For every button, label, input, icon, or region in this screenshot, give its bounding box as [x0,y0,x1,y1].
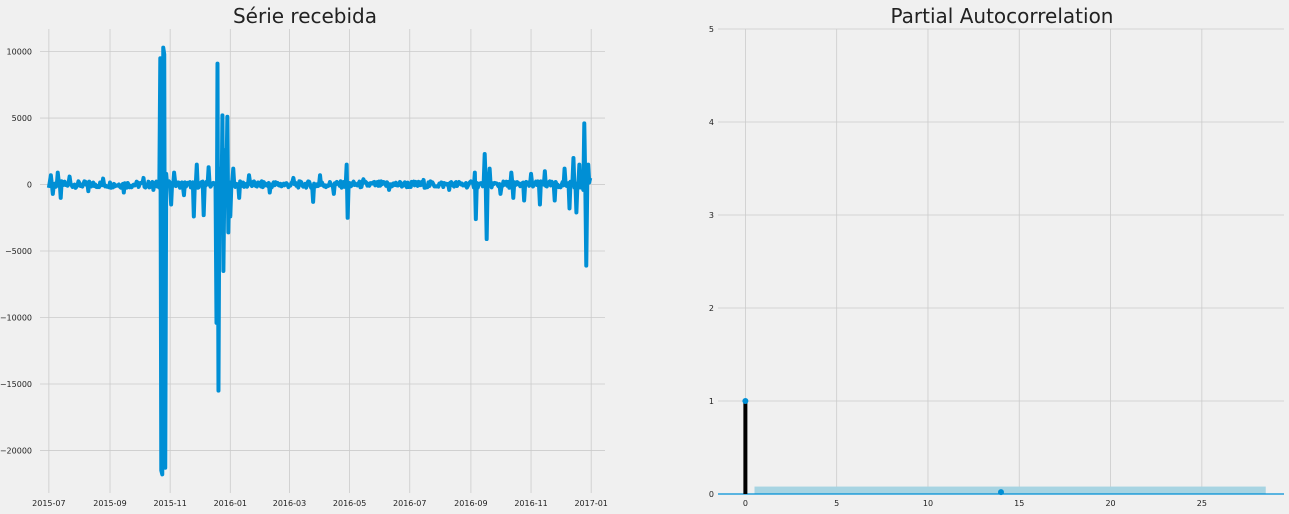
right-plot-background [718,29,1284,494]
right-chart-title: Partial Autocorrelation [891,4,1114,28]
left-x-tick-label: 2016-07 [393,499,426,508]
left-x-tick-label: 2016-05 [333,499,366,508]
right-stems [742,398,1004,496]
left-y-tick-label: 10000 [7,48,32,57]
right-x-tick-labels: 0 5 10 15 20 25 [743,499,1207,508]
right-y-tick-label: 0 [709,490,714,499]
left-plot-background [40,29,605,493]
right-x-tick-label: 10 [923,499,933,508]
right-y-tick-labels: 0 1 2 3 4 5 [709,25,714,499]
left-y-tick-labels: 10000 5000 0 −5000 −10000 −15000 −20000 [0,48,32,456]
left-x-tick-label: 2016-03 [273,499,306,508]
left-series [46,45,593,477]
left-x-tick-label: 2015-07 [32,499,65,508]
left-x-tick-labels: 2015-07 2015-09 2015-11 2016-01 2016-03 2016-… [32,499,608,508]
left-x-tick-label: 2015-09 [93,499,126,508]
confidence-band [754,486,1266,494]
pacf-marker [998,489,1004,496]
right-y-tick-label: 5 [709,25,714,34]
left-gridlines [40,29,605,493]
right-y-tick-label: 3 [709,211,714,220]
right-x-tick-label: 5 [834,499,839,508]
left-y-tick-label: −15000 [0,380,32,389]
left-x-tick-label: 2017-01 [574,499,607,508]
left-y-tick-label: −5000 [5,247,32,256]
right-y-tick-label: 4 [709,118,714,127]
left-x-tick-label: 2015-11 [153,499,186,508]
right-y-tick-label: 1 [709,397,714,406]
series-line [46,45,593,477]
left-chart-title: Série recebida [233,4,377,28]
left-x-tick-label: 2016-09 [454,499,487,508]
right-x-tick-label: 0 [743,499,748,508]
left-y-tick-label: −20000 [0,446,32,455]
pacf-marker [742,398,749,404]
left-x-tick-label: 2016-11 [514,499,547,508]
left-y-tick-label: 5000 [12,114,32,123]
left-y-tick-label: −10000 [0,314,32,323]
right-x-tick-label: 25 [1197,499,1207,508]
left-x-tick-label: 2016-01 [214,499,247,508]
right-x-tick-label: 15 [1014,499,1024,508]
left-y-tick-label: 0 [27,181,32,190]
right-y-tick-label: 2 [709,304,714,313]
right-x-tick-label: 20 [1105,499,1115,508]
